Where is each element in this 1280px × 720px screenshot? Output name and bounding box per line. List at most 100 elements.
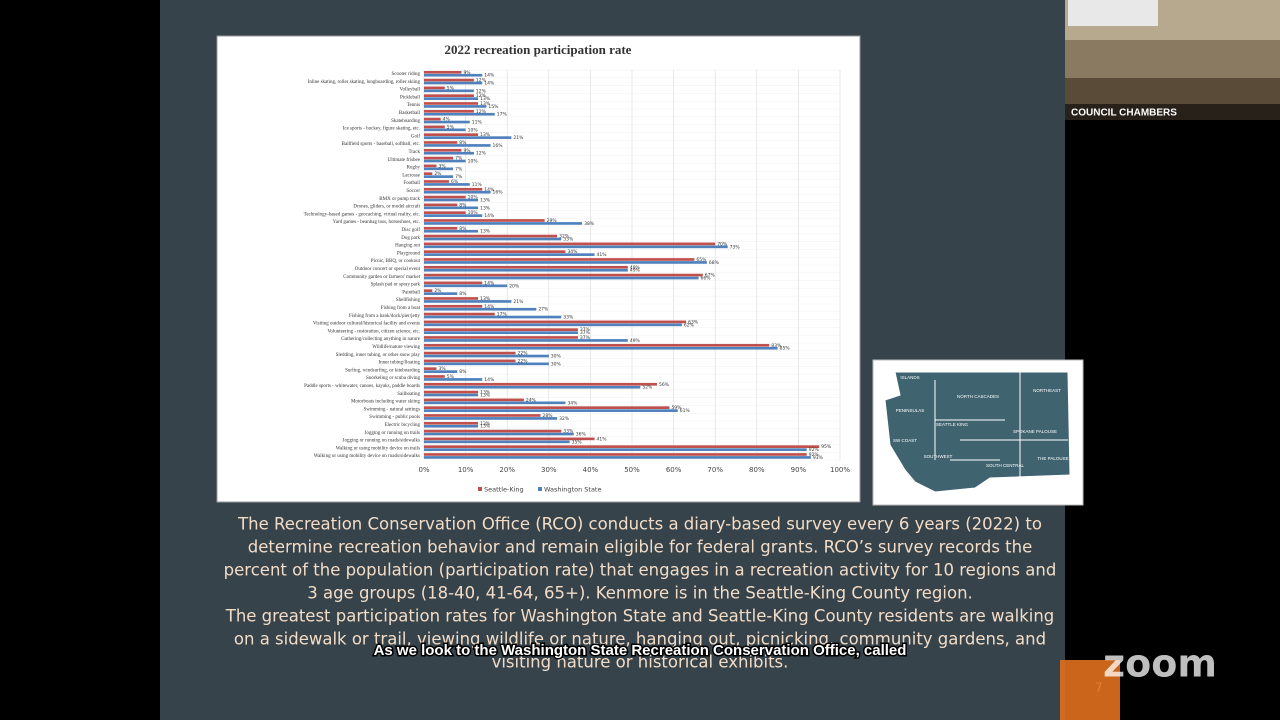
data-label: 33% xyxy=(563,429,574,435)
category-label: Visiting outdoor cultural/historical fac… xyxy=(313,322,420,327)
data-label: 8% xyxy=(459,226,467,232)
paragraph-line: 3 age groups (18-40, 41-64, 65+). Kenmor… xyxy=(307,584,973,603)
video-tile: COUNCIL CHAMBERS xyxy=(1065,0,1280,120)
x-tick-label: 90% xyxy=(791,466,807,474)
category-label: Swimming - natural settings xyxy=(363,407,420,412)
data-label: 3% xyxy=(438,366,446,372)
data-label: 41% xyxy=(597,252,608,258)
data-label: 13% xyxy=(480,205,491,211)
data-label: 83% xyxy=(771,343,782,349)
data-label: 14% xyxy=(484,304,495,310)
bar xyxy=(424,94,474,98)
bar xyxy=(424,307,537,311)
data-label: 32% xyxy=(559,234,570,240)
category-label: Football xyxy=(403,181,420,186)
bar xyxy=(424,183,470,186)
data-label: 63% xyxy=(688,319,699,325)
category-label: Ultimate frisbee xyxy=(388,158,421,163)
bar xyxy=(424,102,479,105)
bar xyxy=(424,354,549,358)
data-label: 34% xyxy=(567,400,578,406)
data-label: 92% xyxy=(809,452,820,458)
data-label: 5% xyxy=(447,374,455,380)
bar xyxy=(424,421,479,425)
bar xyxy=(424,133,479,137)
bar xyxy=(424,378,483,381)
bar xyxy=(424,211,466,215)
bar xyxy=(424,456,811,459)
bar xyxy=(424,214,483,217)
bar xyxy=(424,351,516,355)
bar xyxy=(424,125,445,129)
bar xyxy=(424,398,524,402)
data-label: 9% xyxy=(463,148,471,154)
category-label: Paintball xyxy=(402,290,420,295)
bar xyxy=(424,203,458,207)
x-tick-label: 10% xyxy=(458,466,474,474)
category-label: Gathering/collecting anything in nature xyxy=(341,337,421,342)
data-label: 22% xyxy=(518,358,529,364)
x-tick-label: 50% xyxy=(624,466,640,474)
category-label: Pickleball xyxy=(400,95,421,100)
data-label: 14% xyxy=(484,81,495,87)
data-label: 37% xyxy=(580,327,591,333)
data-label: 3% xyxy=(438,163,446,169)
data-label: 4% xyxy=(443,117,451,123)
data-label: 92% xyxy=(809,447,820,453)
data-label: 6% xyxy=(451,179,459,185)
map xyxy=(872,359,1084,506)
category-label: Walking or using mobility device on trai… xyxy=(336,446,420,451)
bar xyxy=(424,237,562,241)
bar xyxy=(424,187,483,191)
data-label: 49% xyxy=(630,268,641,274)
bar xyxy=(424,229,479,233)
x-tick-label: 20% xyxy=(499,466,515,474)
bar xyxy=(424,385,641,389)
screen-panel xyxy=(1068,0,1158,26)
category-label: Sailboating xyxy=(397,392,420,397)
bar xyxy=(424,382,657,386)
map-label: SOUTH CENTRAL xyxy=(986,463,1025,468)
map-label: PENINSULAS xyxy=(896,408,925,413)
bar xyxy=(424,445,820,449)
data-label: 16% xyxy=(493,143,504,149)
category-label: Motorboats including water skiing xyxy=(351,400,421,405)
category-label: Paddle sports - whitewater, canoes, kaya… xyxy=(304,384,420,389)
category-label: Fishing from a boat xyxy=(381,306,421,311)
bar xyxy=(424,393,479,397)
map-label: NORTH CASCADES xyxy=(957,394,999,399)
bar xyxy=(424,120,470,124)
data-label: 59% xyxy=(671,405,682,411)
bar xyxy=(424,284,508,288)
data-label: 14% xyxy=(484,377,495,383)
category-label: Yard games - beanbag toss, horseshoes, e… xyxy=(333,220,420,225)
bar xyxy=(424,148,462,152)
data-label: 20% xyxy=(509,283,520,289)
data-label: 10% xyxy=(468,195,479,201)
x-tick-label: 0% xyxy=(418,466,429,474)
category-label: Fishing from a bank/dock/pier/jetty xyxy=(349,314,420,319)
category-label: Lacrosse xyxy=(402,173,421,178)
data-label: 67% xyxy=(705,273,716,279)
map-label: SEATTLE KING xyxy=(936,422,968,427)
data-label: 95% xyxy=(821,444,832,450)
data-label: 70% xyxy=(717,241,728,247)
category-label: Shellfishing xyxy=(396,298,421,303)
bar xyxy=(424,276,699,280)
data-label: 33% xyxy=(563,237,574,243)
category-label: Skateboarding xyxy=(391,119,420,124)
data-label: 65% xyxy=(696,257,707,263)
bar xyxy=(424,409,678,412)
bar xyxy=(424,346,778,350)
map-label: SOUTHWEST xyxy=(924,454,953,459)
data-label: 13% xyxy=(480,421,491,427)
legend-label: Washington State xyxy=(544,486,601,494)
data-label: 35% xyxy=(572,439,583,445)
x-tick-label: 40% xyxy=(583,466,599,474)
bar xyxy=(424,297,479,300)
bar xyxy=(424,268,628,272)
data-label: 10% xyxy=(468,159,479,165)
data-label: 27% xyxy=(538,307,549,313)
paragraph-line: The Recreation Conservation Office (RCO)… xyxy=(237,515,1042,534)
bar xyxy=(424,315,562,319)
